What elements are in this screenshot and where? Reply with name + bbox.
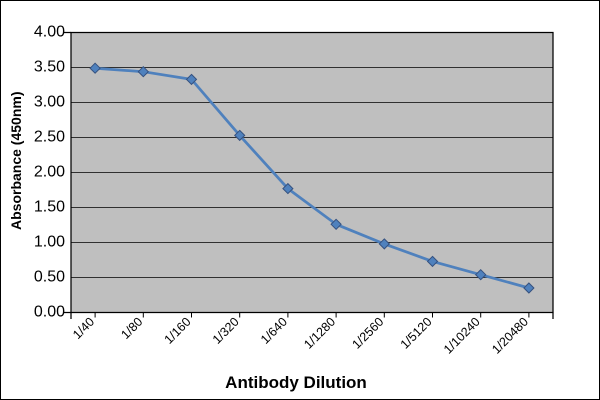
svg-text:0.50: 0.50 [34,269,65,286]
svg-text:1.00: 1.00 [34,234,65,251]
svg-text:1/1280: 1/1280 [301,315,338,352]
svg-text:1/10240: 1/10240 [441,315,483,357]
svg-text:1/80: 1/80 [118,315,145,342]
svg-text:4.00: 4.00 [34,24,65,41]
svg-text:1.50: 1.50 [34,199,65,216]
svg-text:3.50: 3.50 [34,59,65,76]
svg-text:1/40: 1/40 [70,315,97,342]
svg-text:2.00: 2.00 [34,164,65,181]
svg-text:2.50: 2.50 [34,129,65,146]
svg-text:1/20480: 1/20480 [489,315,531,357]
svg-text:1/640: 1/640 [258,315,290,347]
svg-text:1/5120: 1/5120 [398,315,435,352]
svg-text:1/2560: 1/2560 [349,315,386,352]
svg-text:3.00: 3.00 [34,94,65,111]
svg-text:1/160: 1/160 [162,315,194,347]
svg-text:1/320: 1/320 [210,315,242,347]
svg-text:0.00: 0.00 [34,304,65,321]
